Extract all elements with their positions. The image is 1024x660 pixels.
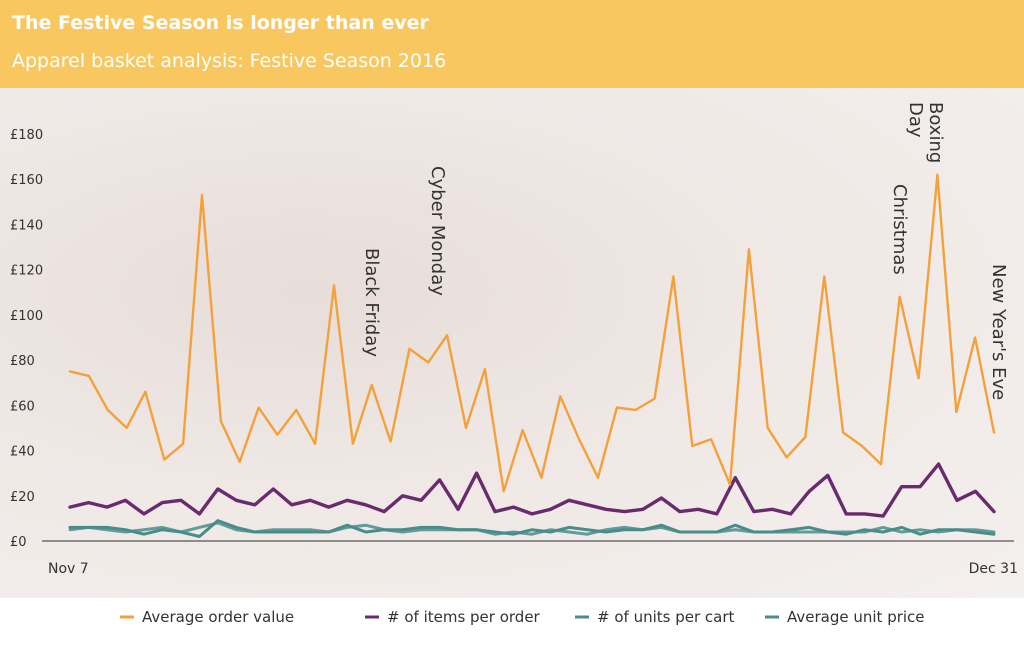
y-tick-label: £120: [10, 264, 43, 279]
legend-label: # of items per order: [387, 608, 541, 626]
y-tick-label: £60: [10, 399, 35, 414]
y-tick-label: £0: [10, 535, 27, 550]
y-tick-label: £100: [10, 309, 43, 324]
legend-label: Average unit price: [787, 608, 925, 626]
series-line-0: [68, 173, 996, 493]
annotation-label: New Year's Eve: [988, 264, 1009, 400]
y-tick-label: £180: [10, 128, 43, 143]
chart-title: The Festive Season is longer than ever: [12, 12, 429, 34]
series-line-1: [68, 462, 996, 518]
chart-subtitle: Apparel basket analysis: Festive Season …: [12, 50, 447, 72]
x-tick-label: Nov 7: [48, 561, 89, 577]
legend-label: Average order value: [142, 608, 294, 626]
annotation-line: Day: [905, 102, 926, 138]
legend-background: [0, 598, 1024, 660]
annotation-label: Cyber Monday: [427, 166, 448, 296]
chart-header: The Festive Season is longer than ever A…: [0, 0, 1024, 88]
annotation-label: Black Friday: [361, 248, 382, 357]
y-tick-label: £140: [10, 218, 43, 233]
annotation-label: Christmas: [889, 184, 910, 275]
y-tick-label: £20: [10, 490, 35, 505]
annotation-line: Boxing: [925, 102, 946, 163]
legend-label: # of units per cart: [597, 608, 734, 626]
y-tick-label: £160: [10, 173, 43, 188]
series-line-2: [68, 519, 996, 538]
y-tick-label: £80: [10, 354, 35, 369]
y-tick-label: £40: [10, 445, 35, 460]
x-tick-label: Dec 31: [969, 561, 1018, 577]
annotation-label: BoxingDay: [905, 102, 946, 163]
